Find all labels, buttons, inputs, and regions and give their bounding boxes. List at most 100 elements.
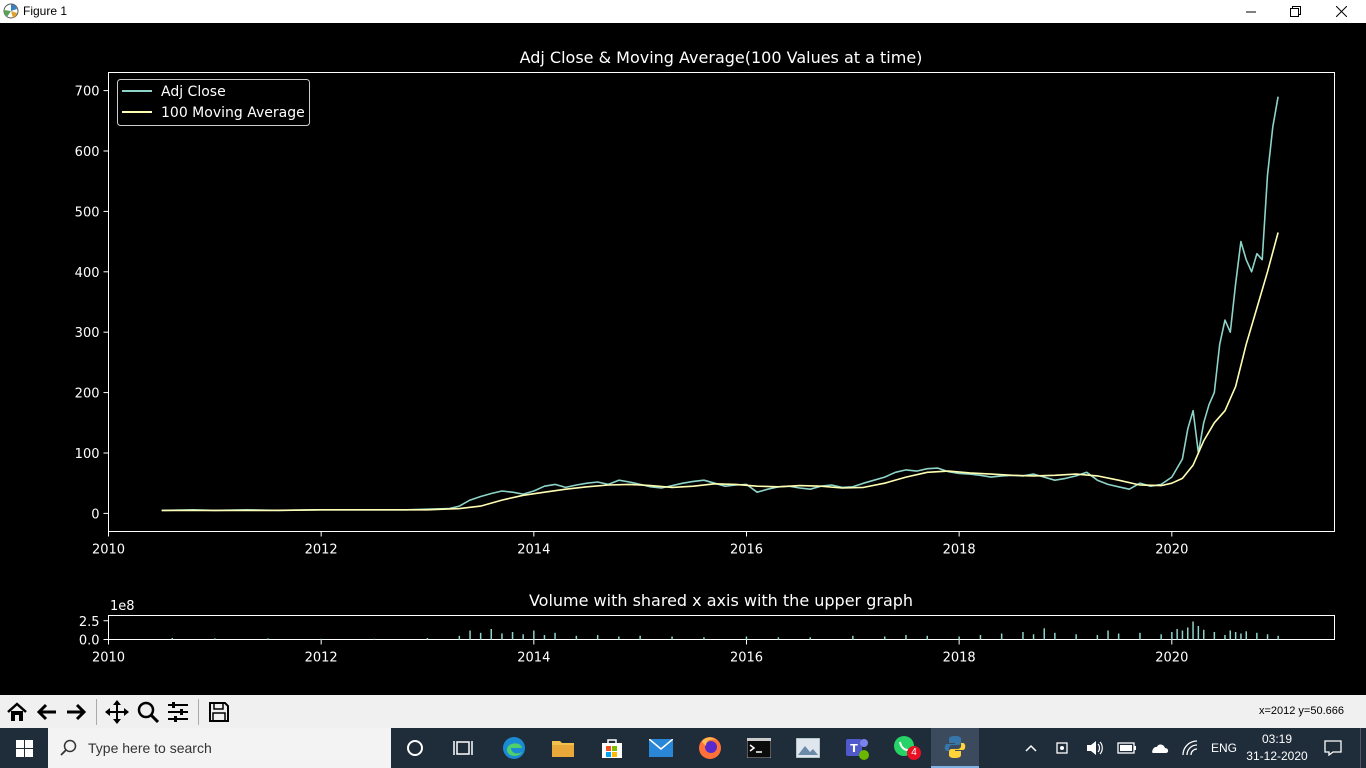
cursor-coordinates: x=2012 y=50.666 xyxy=(1258,705,1344,717)
volume-bar xyxy=(1022,632,1024,640)
configure-button[interactable] xyxy=(164,698,192,726)
battery-button[interactable] xyxy=(1114,728,1140,768)
save-button[interactable] xyxy=(205,698,233,726)
volume-bar xyxy=(1203,629,1205,640)
restore-button[interactable] xyxy=(1272,0,1318,23)
toolbar-separator xyxy=(198,699,199,725)
legend: Adj Close 100 Moving Average xyxy=(117,79,310,126)
edge-button[interactable] xyxy=(490,728,538,768)
python-icon xyxy=(944,736,966,758)
volume-bar xyxy=(490,629,492,640)
legend-box xyxy=(117,79,310,126)
store-button[interactable] xyxy=(588,728,636,768)
volume-bar xyxy=(1176,629,1178,640)
volume-bar xyxy=(1075,634,1077,640)
restore-icon xyxy=(1289,6,1301,17)
volume-button[interactable] xyxy=(1082,728,1108,768)
volume-y-tick-label: 0.0 xyxy=(79,634,100,649)
volume-bar xyxy=(1139,632,1141,640)
zoom-button[interactable] xyxy=(134,698,162,726)
zoom-icon xyxy=(137,701,159,723)
volume-chart-title: Volume with shared x axis with the upper… xyxy=(529,591,913,610)
meet-now-button[interactable] xyxy=(1050,728,1076,768)
svg-text:T: T xyxy=(850,742,858,755)
photos-button[interactable] xyxy=(784,728,832,768)
forward-button[interactable] xyxy=(62,698,90,726)
volume-bar xyxy=(1000,633,1003,640)
y-tick-label: 400 xyxy=(75,266,100,281)
task-view-button[interactable] xyxy=(439,728,487,768)
volume-bar xyxy=(426,638,429,640)
volume-bar xyxy=(1234,632,1237,640)
home-button[interactable] xyxy=(3,698,31,726)
x-tick-label: 2016 xyxy=(730,543,763,558)
volume-bar xyxy=(745,636,748,640)
back-icon xyxy=(36,703,56,721)
back-button[interactable] xyxy=(33,698,61,726)
moving-average-line xyxy=(161,232,1279,512)
y-tick-label: 100 xyxy=(75,447,100,462)
volume-bar xyxy=(852,635,854,640)
legend-label-adj-close: Adj Close xyxy=(161,84,226,100)
volume-bar xyxy=(1245,631,1247,640)
file-explorer-button[interactable] xyxy=(539,728,587,768)
x-tick-label: 2018 xyxy=(943,543,976,558)
cortana-button[interactable] xyxy=(391,728,439,768)
cortana-icon xyxy=(407,740,423,756)
cloud-icon xyxy=(1152,744,1169,753)
volume-bar xyxy=(1197,626,1200,640)
matplotlib-icon xyxy=(3,3,19,19)
volume-x-tick-label: 2010 xyxy=(92,651,125,666)
volume-bar xyxy=(1213,632,1216,640)
volume-bar xyxy=(1256,632,1258,640)
onedrive-button[interactable] xyxy=(1146,728,1172,768)
volume-bar xyxy=(522,634,524,640)
window-title: Figure 1 xyxy=(23,4,68,18)
x-tick-label: 2014 xyxy=(517,543,550,558)
pan-button[interactable] xyxy=(103,698,131,726)
volume-bar xyxy=(1096,635,1099,640)
pan-icon xyxy=(105,700,129,724)
teams-icon: T xyxy=(846,739,869,760)
volume-bar xyxy=(501,633,503,640)
mail-button[interactable] xyxy=(637,728,685,768)
network-button[interactable] xyxy=(1178,728,1204,768)
y-tick-label: 700 xyxy=(75,85,100,100)
volume-bar xyxy=(171,638,173,640)
volume-bar xyxy=(469,630,471,640)
meet-now-icon xyxy=(1056,742,1068,754)
chevron-up-icon xyxy=(1025,744,1037,752)
volume-bar xyxy=(458,635,461,640)
volume-bar xyxy=(1043,628,1045,640)
speaker-icon xyxy=(1087,741,1103,755)
volume-x-tick-label: 2014 xyxy=(517,651,550,666)
adj-close-line xyxy=(161,96,1279,512)
volume-bar xyxy=(905,635,907,640)
volume-bar xyxy=(777,637,780,640)
show-hidden-icons-button[interactable] xyxy=(1018,728,1044,768)
volume-bar xyxy=(703,637,705,640)
search-box[interactable]: Type here to search xyxy=(48,728,391,768)
clock[interactable]: 03:19 31-12-2020 xyxy=(1240,731,1314,765)
teams-button[interactable]: T xyxy=(833,728,881,768)
store-icon xyxy=(602,739,622,758)
python-button[interactable] xyxy=(931,728,979,768)
mail-icon xyxy=(649,739,673,757)
search-icon xyxy=(60,739,77,756)
minimize-button[interactable] xyxy=(1228,0,1274,23)
y-tick-label: 600 xyxy=(75,145,100,160)
windows-taskbar: Type here to search T 4 xyxy=(0,728,1366,768)
notification-icon xyxy=(1324,740,1342,756)
volume-bar xyxy=(320,638,322,640)
start-button[interactable] xyxy=(0,728,48,768)
x-tick-label: 2010 xyxy=(92,543,125,558)
language-indicator[interactable]: ENG xyxy=(1210,741,1237,755)
firefox-icon xyxy=(699,737,721,759)
volume-bar xyxy=(373,638,376,640)
firefox-button[interactable] xyxy=(686,728,734,768)
whatsapp-button[interactable]: 4 xyxy=(882,728,930,768)
show-desktop-button[interactable] xyxy=(1360,728,1366,768)
notifications-button[interactable] xyxy=(1318,728,1348,768)
terminal-button[interactable] xyxy=(735,728,783,768)
close-button[interactable] xyxy=(1318,0,1364,23)
